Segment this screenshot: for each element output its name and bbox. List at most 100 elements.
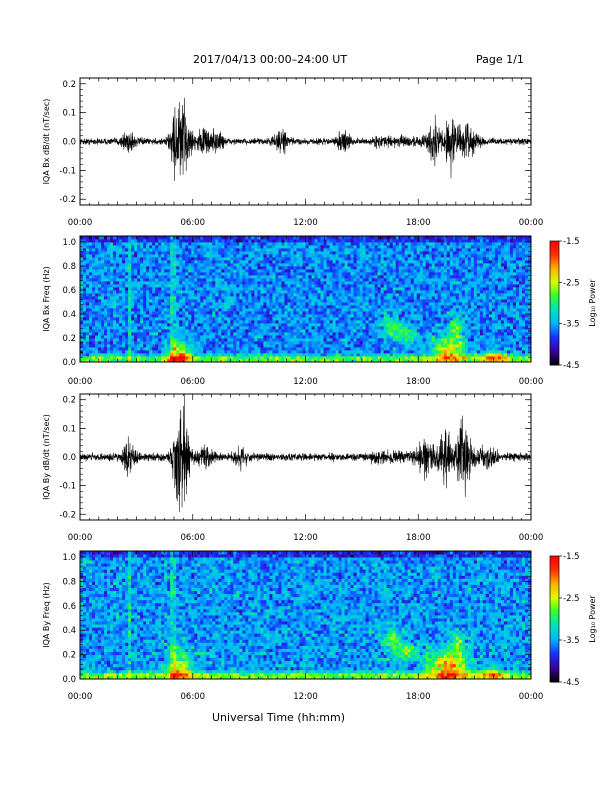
heatmap-cell [113,242,117,246]
heatmap-cell [83,338,87,342]
heatmap-cell [191,323,195,327]
heatmap-cell [395,311,400,315]
heatmap-cell [287,341,291,345]
heatmap-cell [242,299,246,303]
heatmap-cell [110,254,114,258]
heatmap-cell [338,275,342,279]
heatmap-cell [347,329,351,333]
heatmap-cell [281,236,285,240]
heatmap-cell [197,239,201,243]
heatmap-cell [371,359,376,363]
heatmap-cell [410,332,415,336]
heatmap-cell [173,332,177,336]
heatmap-cell [221,293,225,297]
heatmap-cell [422,350,427,354]
heatmap-cell [347,356,351,360]
heatmap-cell [188,305,192,309]
heatmap-cell [332,347,336,351]
heatmap-cell [293,287,297,291]
heatmap-cell [170,353,174,357]
heatmap-cell [290,329,294,333]
heatmap-cell [323,287,327,291]
heatmap-cell [353,266,358,270]
heatmap-cell [212,308,216,312]
heatmap-cell [407,239,412,243]
heatmap-cell [131,251,135,255]
heatmap-cell [92,305,96,309]
heatmap-cell [386,323,391,327]
heatmap-cell [98,281,102,285]
heatmap-cell [137,263,141,267]
heatmap-cell [89,245,93,249]
heatmap-cell [290,296,294,300]
heatmap-cell [110,248,114,252]
heatmap-cell [353,341,358,345]
heatmap-cell [260,329,264,333]
heatmap-cell [389,242,394,246]
heatmap-cell [386,305,391,309]
heatmap-cell [107,299,111,303]
heatmap-cell [101,269,105,273]
heatmap-cell [221,302,225,306]
heatmap-cell [272,344,276,348]
heatmap-cell [236,275,240,279]
heatmap-cell [323,260,327,264]
heatmap-cell [407,350,412,354]
heatmap-cell [365,254,370,258]
heatmap-cell [113,311,117,315]
heatmap-cell [278,308,282,312]
heatmap-cell [188,290,192,294]
heatmap-cell [305,311,309,315]
heatmap-cell [122,263,126,267]
heatmap-cell [149,281,153,285]
heatmap-cell [272,347,276,351]
heatmap-cell [158,308,162,312]
heatmap-cell [392,287,397,291]
heatmap-cell [269,311,273,315]
heatmap-cell [308,335,312,339]
heatmap-cell [167,266,171,270]
heatmap-cell [191,269,195,273]
heatmap-cell [131,245,135,249]
heatmap-cell [218,251,222,255]
heatmap-cell [293,347,297,351]
heatmap-cell [284,281,288,285]
heatmap-cell [242,326,246,330]
heatmap-cell [155,260,159,264]
heatmap-cell [149,311,153,315]
heatmap-cell [302,305,306,309]
heatmap-cell [179,326,183,330]
heatmap-cell [404,248,409,252]
heatmap-cell [254,347,258,351]
heatmap-cell [257,293,261,297]
heatmap-cell [419,281,424,285]
heatmap-cell [341,338,345,342]
heatmap-cell [404,266,409,270]
heatmap-cell [122,341,126,345]
heatmap-cell [197,305,201,309]
heatmap-cell [353,314,358,318]
heatmap-cell [224,320,228,324]
heatmap-cell [89,341,93,345]
heatmap-cell [92,242,96,246]
heatmap-cell [158,290,162,294]
heatmap-cell [320,359,324,363]
heatmap-cell [272,356,276,360]
heatmap-cell [350,287,355,291]
heatmap-cell [284,248,288,252]
heatmap-cell [98,302,102,306]
heatmap-cell [119,248,123,252]
heatmap-cell [332,275,336,279]
heatmap-cell [293,242,297,246]
heatmap-cell [308,305,312,309]
heatmap-cell [233,278,237,282]
heatmap-cell [416,272,421,276]
heatmap-cell [419,359,424,363]
heatmap-cell [224,347,228,351]
heatmap-cell [371,347,376,351]
heatmap-cell [326,260,330,264]
heatmap-cell [383,338,388,342]
heatmap-cell [185,356,189,360]
heatmap-cell [173,344,177,348]
heatmap-cell [278,344,282,348]
